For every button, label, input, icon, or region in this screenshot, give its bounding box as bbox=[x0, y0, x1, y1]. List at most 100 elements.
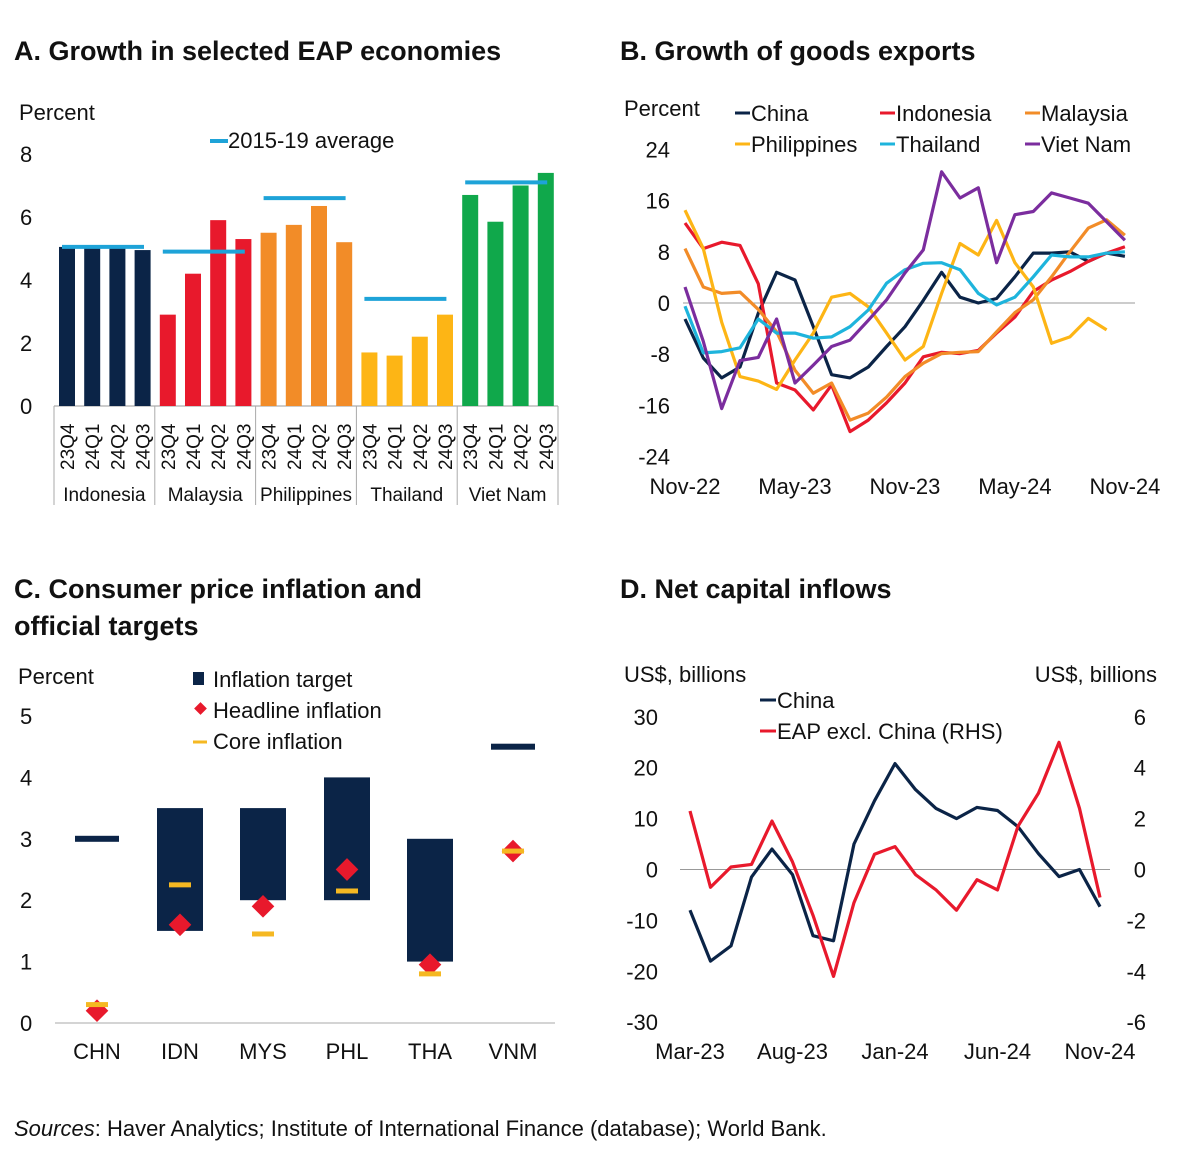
panel-d-title: D. Net capital inflows bbox=[620, 574, 892, 604]
panel-c-category-label: MYS bbox=[239, 1039, 287, 1064]
panel-c-core-marker bbox=[336, 888, 358, 894]
panel-c-target-point bbox=[491, 743, 535, 750]
panel-b-legend-label: China bbox=[751, 101, 809, 126]
panel-c-headline-marker bbox=[335, 858, 359, 881]
panel-a-quarter-label: 23Q4 bbox=[461, 423, 482, 470]
panel-a-ytick: 0 bbox=[20, 394, 32, 419]
panel-d-series-line-china bbox=[688, 761, 1102, 963]
panel-b-ytick: 16 bbox=[646, 189, 670, 214]
panel-c-ytick: 3 bbox=[20, 827, 32, 852]
panel-c-category-label: VNM bbox=[489, 1039, 538, 1064]
panel-b-ytick: -24 bbox=[638, 445, 670, 470]
panel-b-ytick: 24 bbox=[646, 137, 670, 162]
panel-a-bar bbox=[462, 194, 479, 406]
panel-c-ytick: 1 bbox=[20, 950, 32, 975]
panel-a-bar bbox=[185, 273, 201, 406]
panel-d-ytick-right: 0 bbox=[1134, 858, 1146, 883]
panel-a-bar bbox=[109, 246, 126, 406]
panel-c-core-marker bbox=[169, 882, 191, 888]
panel-c-legend-swatch-target bbox=[193, 672, 204, 685]
panel-c-core-marker bbox=[86, 1002, 108, 1008]
panel-d-xtick: Jan-24 bbox=[861, 1039, 928, 1064]
panel-a-legend-label: 2015-19 average bbox=[228, 128, 394, 153]
panel-a-bar bbox=[537, 172, 554, 406]
panel-b-ytick: -16 bbox=[638, 393, 670, 418]
panel-a-bar bbox=[512, 185, 529, 406]
panel-d-ytick-left: -30 bbox=[626, 1010, 658, 1035]
panel-a-quarter-label: 23Q4 bbox=[260, 423, 281, 470]
panel-d-ytick-left: -10 bbox=[626, 908, 658, 933]
panel-d-legend-label: China bbox=[777, 688, 835, 713]
panel-d-ytick-right: 2 bbox=[1134, 807, 1146, 832]
panel-c-category-label: IDN bbox=[161, 1039, 199, 1064]
panel-a-quarter-label: 24Q3 bbox=[134, 424, 155, 470]
panel-c-legend-label: Core inflation bbox=[213, 729, 343, 754]
panel-c-ytick: 2 bbox=[20, 888, 32, 913]
panel-b-series-line-viet-nam bbox=[683, 170, 1127, 411]
panel-c-headline-marker bbox=[418, 953, 442, 976]
panel-c-target-range bbox=[324, 777, 370, 901]
panel-b-legend-label: Indonesia bbox=[896, 101, 992, 126]
panel-d-ylabel-right: US$, billions bbox=[1035, 662, 1157, 687]
panel-b-ytick: 0 bbox=[658, 291, 670, 316]
panel-d-ytick-right: 6 bbox=[1134, 705, 1146, 730]
panel-a-bar bbox=[336, 242, 353, 406]
panel-c-target-range bbox=[157, 808, 203, 931]
panel-d-ytick-left: 10 bbox=[634, 807, 658, 832]
panel-a-ytick: 2 bbox=[20, 331, 32, 356]
panel-b-xtick: Nov-23 bbox=[869, 474, 940, 499]
panel-d-chart: US$, billions US$, billions-30-20-1001020… bbox=[624, 662, 1157, 1064]
panel-a-bar bbox=[260, 232, 277, 406]
panel-a-ylabel: Percent bbox=[19, 100, 95, 125]
panel-b-legend-label: Malaysia bbox=[1041, 101, 1129, 126]
panel-a-bar bbox=[311, 205, 327, 406]
panel-c-ylabel: Percent bbox=[18, 664, 94, 689]
panel-d-ytick-left: 30 bbox=[634, 705, 658, 730]
panel-b-ytick: -8 bbox=[650, 342, 670, 367]
panel-a-quarter-label: 23Q4 bbox=[58, 423, 79, 470]
panel-d-xtick: Mar-23 bbox=[655, 1039, 725, 1064]
panel-a-quarter-label: 24Q2 bbox=[209, 424, 230, 470]
panel-a-bar bbox=[285, 224, 302, 406]
panel-a-bar bbox=[386, 355, 403, 406]
panel-a-quarter-label: 24Q1 bbox=[486, 424, 507, 470]
panel-a-group-label: Thailand bbox=[370, 485, 443, 506]
panel-a-group-label: Indonesia bbox=[63, 485, 146, 506]
panel-b-legend-label: Viet Nam bbox=[1041, 132, 1131, 157]
panel-c-target-range bbox=[240, 808, 286, 901]
panel-b-title: B. Growth of goods exports bbox=[620, 36, 976, 66]
panel-a-quarter-label: 24Q3 bbox=[537, 424, 558, 470]
panel-b-series-line-china bbox=[683, 250, 1126, 380]
panel-c-title-line2: official targets bbox=[14, 611, 199, 641]
panel-c-title-line1: C. Consumer price inflation and bbox=[14, 574, 423, 604]
panel-b-xtick: May-23 bbox=[758, 474, 831, 499]
panel-d-xtick: Aug-23 bbox=[757, 1039, 828, 1064]
panel-a-bar bbox=[84, 245, 101, 406]
panel-a-bar bbox=[235, 239, 252, 406]
panel-a-ytick: 4 bbox=[20, 268, 32, 293]
panel-c-core-marker bbox=[252, 931, 274, 937]
panel-d-ytick-right: -2 bbox=[1126, 908, 1146, 933]
panel-c-core-marker bbox=[419, 971, 441, 977]
panel-c-category-label: CHN bbox=[73, 1039, 121, 1064]
panel-a-quarter-label: 24Q1 bbox=[83, 424, 104, 470]
panel-a-ytick: 8 bbox=[20, 142, 32, 167]
panel-d-ytick-left: -20 bbox=[626, 959, 658, 984]
panel-a-quarter-label: 24Q3 bbox=[436, 424, 457, 470]
panel-c-ytick: 5 bbox=[20, 704, 32, 729]
panel-c-core-marker bbox=[502, 848, 524, 854]
panel-b-xtick: Nov-24 bbox=[1089, 474, 1160, 499]
panel-a-quarter-label: 24Q2 bbox=[411, 424, 432, 470]
panel-c-legend-label: Inflation target bbox=[213, 667, 352, 692]
panel-b-chart: Percent -24 -16 -8 0 8 16 24 Nov-22 May-23 Nov-23 M… bbox=[624, 96, 1160, 499]
panel-a-title: A. Growth in selected EAP economies bbox=[14, 36, 502, 66]
panel-a-quarter-label: 24Q1 bbox=[285, 424, 306, 470]
panel-b-series-line-indonesia bbox=[683, 222, 1126, 434]
panel-c-ytick: 0 bbox=[20, 1011, 32, 1036]
panel-b-series-line-philippines bbox=[683, 209, 1108, 391]
panel-d-xtick: Jun-24 bbox=[964, 1039, 1031, 1064]
panel-a-quarter-label: 24Q1 bbox=[386, 424, 407, 470]
panel-a-ytick: 6 bbox=[20, 205, 32, 230]
panel-a-quarter-label: 24Q2 bbox=[512, 424, 533, 470]
